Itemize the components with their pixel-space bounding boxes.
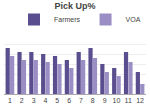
svg-text:Farmers: Farmers [54, 16, 81, 23]
svg-text:11: 11 [125, 97, 132, 104]
svg-text:12: 12 [136, 97, 144, 104]
svg-text:Pick Up%: Pick Up% [54, 1, 95, 11]
svg-text:7: 7 [79, 97, 83, 104]
svg-text:3: 3 [32, 97, 36, 104]
svg-text:4: 4 [43, 97, 47, 104]
svg-text:VOA: VOA [126, 16, 141, 23]
svg-text:8: 8 [91, 97, 95, 104]
svg-text:1: 1 [8, 97, 12, 104]
svg-text:9: 9 [103, 97, 107, 104]
svg-text:6: 6 [67, 97, 71, 104]
svg-text:5: 5 [55, 97, 59, 104]
svg-text:10: 10 [113, 97, 121, 104]
svg-text:2: 2 [20, 97, 24, 104]
